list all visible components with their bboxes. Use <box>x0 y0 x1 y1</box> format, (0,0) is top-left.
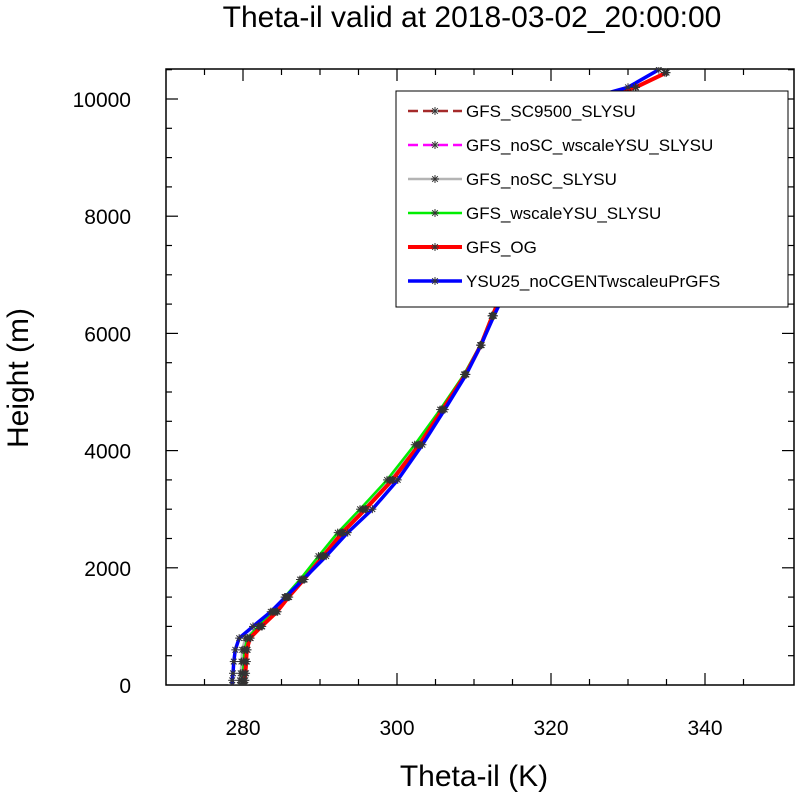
legend-label: GFS_noSC_wscaleYSU_SLYSU <box>466 136 713 155</box>
data-point-marker <box>654 67 663 74</box>
legend-label: GFS_wscaleYSU_SLYSU <box>466 204 661 223</box>
data-point-marker <box>231 645 240 654</box>
data-point-marker <box>356 505 365 514</box>
data-point-marker <box>631 83 640 92</box>
data-point-marker <box>240 676 249 685</box>
legend-label: GFS_SC9500_SLYSU <box>466 102 636 121</box>
data-point-marker <box>266 607 275 616</box>
legend-label: GFS_noSC_SLYSU <box>466 170 617 189</box>
data-point-marker <box>314 552 323 561</box>
data-point-marker <box>235 634 244 643</box>
data-point-marker <box>229 657 238 666</box>
legend-marker <box>431 141 439 149</box>
data-point-marker <box>410 440 419 449</box>
x-axis-label: Theta-il (K) <box>400 760 548 793</box>
data-point-marker <box>418 440 427 449</box>
data-point-marker <box>393 475 402 484</box>
y-tick-label: 4000 <box>84 441 131 464</box>
legend: GFS_SC9500_SLYSU GFS_noSC_wscaleYSU_SLYSU… <box>395 90 789 308</box>
data-point-marker <box>490 311 499 320</box>
data-point-marker <box>361 505 370 514</box>
data-point-marker <box>245 634 254 643</box>
data-point-marker <box>322 552 331 561</box>
data-point-marker <box>343 528 352 537</box>
legend-marker <box>431 209 439 217</box>
y-tick-label: 2000 <box>84 558 131 581</box>
data-point-marker <box>338 528 347 537</box>
data-point-marker <box>440 405 449 414</box>
legend-marker <box>431 107 439 115</box>
data-point-marker <box>462 370 471 379</box>
axis-ticks: 280 300 320 340 0 2000 4000 6000 8000 10000 <box>73 69 794 740</box>
data-point-marker <box>257 622 266 631</box>
legend-label: YSU25_noCGENTwscaleuPrGFS <box>466 272 720 291</box>
legend-marker <box>431 243 439 251</box>
legend-box <box>395 90 789 308</box>
x-tick-label: 340 <box>687 717 722 740</box>
data-point-marker <box>281 593 290 602</box>
data-point-marker <box>624 83 632 92</box>
data-point-marker <box>228 676 237 685</box>
plot-frame <box>165 68 795 686</box>
data-point-marker <box>228 669 237 678</box>
data-point-marker <box>249 622 258 631</box>
y-tick-label: 6000 <box>84 323 131 346</box>
y-axis-label: Height (m) <box>2 308 35 448</box>
y-tick-label: 10000 <box>73 89 131 112</box>
data-point-marker <box>241 669 250 678</box>
y-tick-label: 8000 <box>84 206 131 229</box>
legend-label: GFS_OG <box>466 238 537 257</box>
data-point-marker <box>662 68 671 77</box>
x-tick-label: 320 <box>533 717 568 740</box>
data-point-marker <box>299 575 308 584</box>
data-point-marker <box>242 657 251 666</box>
legend-marker <box>431 175 439 183</box>
y-tick-label: 0 <box>119 675 131 698</box>
x-tick-label: 280 <box>225 717 260 740</box>
data-point-marker <box>476 341 485 350</box>
x-tick-label: 300 <box>379 717 414 740</box>
data-point-marker <box>242 645 251 654</box>
chart-title: Theta-il valid at 2018-03-02_20:00:00 <box>223 1 722 34</box>
data-point-marker <box>368 505 377 514</box>
legend-marker <box>431 277 439 285</box>
